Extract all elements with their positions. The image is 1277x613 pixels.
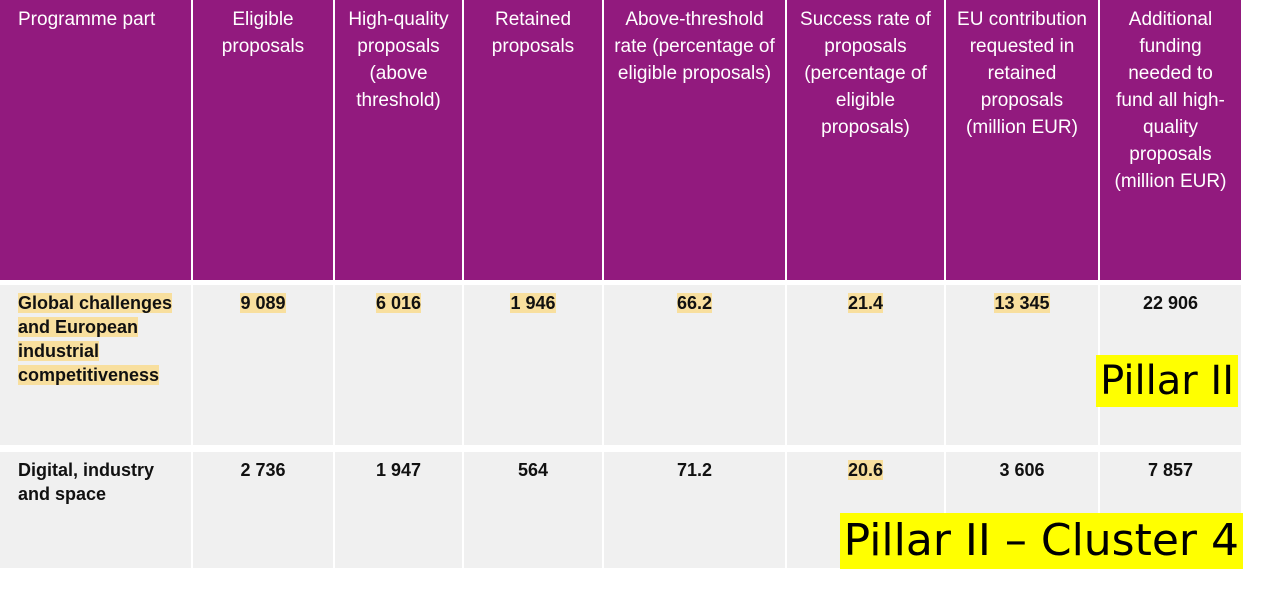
header-text: Above-threshold rate (percentage of elig… (614, 9, 775, 84)
cell-text: 6 016 (375, 293, 422, 313)
header-text: EU contribution requested in retained pr… (957, 9, 1087, 138)
header-row: Programme part Eligible proposals High-q… (0, 0, 1243, 280)
header-text: Programme part (18, 9, 156, 30)
cell-text: 564 (517, 460, 549, 480)
table-cell: Digital, industry and space (0, 452, 193, 568)
cell-text: 71.2 (676, 460, 713, 480)
header-text: High-quality proposals (above threshold) (348, 9, 449, 111)
header-cell: Programme part (0, 0, 193, 280)
header-text: Retained proposals (491, 9, 575, 57)
header-cell: Additional funding needed to fund all hi… (1100, 0, 1243, 280)
header-cell: Above-threshold rate (percentage of elig… (604, 0, 787, 280)
table-row: Global challenges and European industria… (0, 285, 1243, 445)
header-cell: Retained proposals (464, 0, 604, 280)
table-cell: 1 947 (335, 452, 464, 568)
table-cell: 71.2 (604, 452, 787, 568)
cell-text: Global challenges and European industria… (18, 293, 173, 385)
cell-text: 9 089 (240, 293, 286, 313)
table-cell: 9 089 (193, 285, 335, 445)
cell-text: 21.4 (847, 293, 884, 313)
annotation: Pillar II (1096, 355, 1238, 407)
cell-text: 1 946 (510, 293, 556, 313)
table-cell: 13 345 (946, 285, 1100, 445)
table-cell: 564 (464, 452, 604, 568)
cell-text: 7 857 (1147, 460, 1194, 480)
cell-text: 22 906 (1142, 293, 1199, 313)
header-text: Success rate of proposals (percentage of… (800, 9, 931, 138)
header-cell: Eligible proposals (193, 0, 335, 280)
table-cell: Global challenges and European industria… (0, 285, 193, 445)
cell-text: 66.2 (676, 293, 713, 313)
annotation: Pillar II – Cluster 4 (839, 513, 1243, 569)
header-text: Eligible proposals (221, 9, 305, 57)
table-cell: 66.2 (604, 285, 787, 445)
cell-text: Digital, industry and space (18, 460, 155, 504)
cell-text: 2 736 (240, 460, 286, 480)
table-cell: 2 736 (193, 452, 335, 568)
cell-text: 20.6 (847, 460, 884, 480)
cell-text: 1 947 (375, 460, 422, 480)
table-cell: 6 016 (335, 285, 464, 445)
header-cell: Success rate of proposals (percentage of… (787, 0, 946, 280)
header-cell: High-quality proposals (above threshold) (335, 0, 464, 280)
cell-text: 3 606 (999, 460, 1045, 480)
table-row: Digital, industry and space 2 736 1 947 … (0, 452, 1243, 568)
table-cell: 1 946 (464, 285, 604, 445)
cell-text: 13 345 (994, 293, 1050, 313)
table-cell: 21.4 (787, 285, 946, 445)
header-cell: EU contribution requested in retained pr… (946, 0, 1100, 280)
header-text: Additional funding needed to fund all hi… (1114, 9, 1227, 192)
